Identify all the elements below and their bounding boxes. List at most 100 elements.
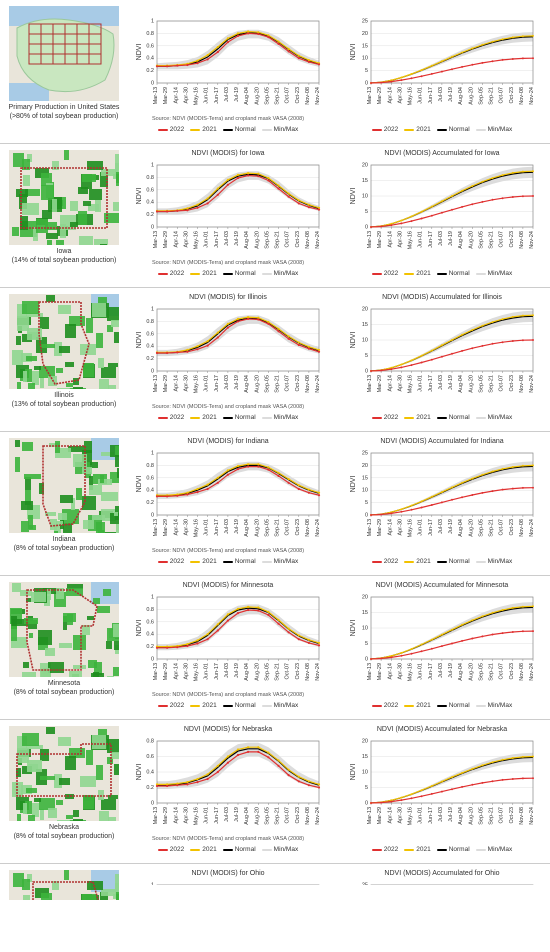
chart-legend: 2022 2021 Normal Min/Max xyxy=(372,846,512,853)
svg-text:Apr-14: Apr-14 xyxy=(387,87,393,104)
svg-text:0: 0 xyxy=(150,656,153,662)
svg-text:Apr-30: Apr-30 xyxy=(397,519,403,536)
svg-text:Mar-29: Mar-29 xyxy=(163,375,169,392)
svg-text:Oct-07: Oct-07 xyxy=(498,663,504,680)
svg-text:Aug-04: Aug-04 xyxy=(458,231,464,249)
svg-text:May-16: May-16 xyxy=(407,231,413,249)
map-column: Illinois(13% of total soybean production… xyxy=(4,294,124,410)
ndvi-chart: NDVI (MODIS) for Illinois 00.20.40.60.81… xyxy=(124,294,332,421)
ndvi-acc-chart: NDVI (MODIS) Accumulated for Illinois 05… xyxy=(338,294,546,421)
ndvi-chart-title xyxy=(227,6,229,13)
svg-text:Aug-20: Aug-20 xyxy=(254,807,260,825)
svg-text:May-16: May-16 xyxy=(193,807,199,825)
svg-text:Nov-24: Nov-24 xyxy=(529,663,535,681)
svg-text:Sep-05: Sep-05 xyxy=(478,519,484,537)
region-map xyxy=(9,150,119,245)
svg-text:Sep-05: Sep-05 xyxy=(478,231,484,249)
svg-text:0.8: 0.8 xyxy=(146,607,154,613)
svg-text:Mar-13: Mar-13 xyxy=(367,663,373,680)
svg-text:May-16: May-16 xyxy=(407,87,413,105)
region-row-iowa: Iowa(14% of total soybean production) ND… xyxy=(0,144,550,288)
chart-legend: 2022 2021 Normal Min/Max xyxy=(372,126,512,133)
svg-text:Jun-01: Jun-01 xyxy=(417,375,423,392)
svg-text:Nov-08: Nov-08 xyxy=(518,519,524,537)
svg-text:Aug-20: Aug-20 xyxy=(254,519,260,537)
svg-text:Mar-13: Mar-13 xyxy=(367,87,373,104)
svg-text:Jun-17: Jun-17 xyxy=(427,519,433,536)
svg-text:0: 0 xyxy=(150,512,153,518)
svg-text:Jul-03: Jul-03 xyxy=(437,231,443,246)
svg-text:10: 10 xyxy=(361,488,367,494)
region-map xyxy=(9,870,119,900)
ndvi-acc-chart-svg: 05101520NDVIMar-13Mar-29Apr-14Apr-30May-… xyxy=(345,591,540,691)
svg-text:0: 0 xyxy=(364,512,367,518)
svg-text:Sep-21: Sep-21 xyxy=(488,663,494,681)
svg-text:Oct-07: Oct-07 xyxy=(284,375,290,392)
svg-text:Mar-13: Mar-13 xyxy=(367,231,373,248)
svg-text:15: 15 xyxy=(361,475,367,481)
svg-text:1: 1 xyxy=(150,18,153,24)
svg-text:20: 20 xyxy=(361,162,367,168)
ndvi-chart-title: NDVI (MODIS) for Minnesota xyxy=(183,582,274,589)
svg-text:Sep-05: Sep-05 xyxy=(478,375,484,393)
svg-text:10: 10 xyxy=(361,769,367,775)
svg-text:1: 1 xyxy=(150,162,153,168)
svg-text:Mar-13: Mar-13 xyxy=(153,807,159,824)
svg-text:Aug-20: Aug-20 xyxy=(468,87,474,105)
svg-text:Apr-14: Apr-14 xyxy=(387,375,393,392)
ndvi-chart-svg: 00.20.40.60.81NDVIMar-13Mar-29Apr-14Apr-… xyxy=(131,447,326,547)
svg-text:Nov-24: Nov-24 xyxy=(315,375,321,393)
svg-text:Oct-07: Oct-07 xyxy=(498,87,504,104)
svg-text:0.4: 0.4 xyxy=(146,632,154,638)
chart-legend: 2022 2021 Normal Min/Max xyxy=(158,414,298,421)
svg-text:Mar-13: Mar-13 xyxy=(153,231,159,248)
svg-text:5: 5 xyxy=(364,353,367,359)
svg-text:Jun-01: Jun-01 xyxy=(417,87,423,104)
svg-text:20: 20 xyxy=(361,463,367,469)
svg-text:0.2: 0.2 xyxy=(146,785,154,791)
svg-text:1: 1 xyxy=(150,450,153,456)
chart-legend: 2022 2021 Normal Min/Max xyxy=(158,126,298,133)
chart-legend: 2022 2021 Normal Min/Max xyxy=(372,414,512,421)
svg-text:Jul-03: Jul-03 xyxy=(437,807,443,822)
svg-text:NDVI: NDVI xyxy=(136,764,143,781)
svg-text:Apr-14: Apr-14 xyxy=(387,663,393,680)
svg-text:0.2: 0.2 xyxy=(146,356,154,362)
svg-text:10: 10 xyxy=(361,625,367,631)
svg-text:Apr-14: Apr-14 xyxy=(173,375,179,392)
ndvi-acc-chart: 0510152025NDVIMar-13Mar-29Apr-14Apr-30Ma… xyxy=(338,6,546,133)
svg-text:15: 15 xyxy=(361,322,367,328)
svg-text:Jul-03: Jul-03 xyxy=(223,231,229,246)
svg-text:Mar-13: Mar-13 xyxy=(367,807,373,824)
svg-text:Nov-08: Nov-08 xyxy=(304,519,310,537)
chart-legend: 2022 2021 Normal Min/Max xyxy=(158,702,298,709)
svg-text:Mar-13: Mar-13 xyxy=(367,375,373,392)
svg-text:Oct-23: Oct-23 xyxy=(508,807,514,824)
svg-text:Oct-23: Oct-23 xyxy=(508,663,514,680)
svg-text:May-16: May-16 xyxy=(407,519,413,537)
svg-text:20: 20 xyxy=(361,31,367,37)
svg-text:Mar-13: Mar-13 xyxy=(153,87,159,104)
svg-text:Sep-21: Sep-21 xyxy=(274,807,280,825)
svg-text:Nov-08: Nov-08 xyxy=(518,231,524,249)
svg-text:Apr-30: Apr-30 xyxy=(397,807,403,824)
svg-text:Jul-03: Jul-03 xyxy=(437,375,443,390)
svg-text:Mar-29: Mar-29 xyxy=(377,87,383,104)
svg-text:0.8: 0.8 xyxy=(146,463,154,469)
svg-text:Oct-23: Oct-23 xyxy=(294,231,300,248)
svg-text:Sep-05: Sep-05 xyxy=(264,231,270,249)
svg-text:Jul-19: Jul-19 xyxy=(448,663,454,678)
svg-text:Aug-20: Aug-20 xyxy=(254,663,260,681)
svg-text:Jun-17: Jun-17 xyxy=(427,807,433,824)
chart-source xyxy=(441,548,443,554)
svg-text:0.8: 0.8 xyxy=(146,738,154,744)
svg-text:Nov-24: Nov-24 xyxy=(315,807,321,825)
svg-text:Apr-14: Apr-14 xyxy=(387,231,393,248)
svg-text:Oct-23: Oct-23 xyxy=(294,663,300,680)
svg-text:0.4: 0.4 xyxy=(146,769,154,775)
svg-text:Jun-01: Jun-01 xyxy=(417,807,423,824)
ndvi-chart: 00.20.40.60.81NDVIMar-13Mar-29Apr-14Apr-… xyxy=(124,6,332,133)
chart-legend: 2022 2021 Normal Min/Max xyxy=(372,270,512,277)
ndvi-chart-title: NDVI (MODIS) for Indiana xyxy=(187,438,268,445)
svg-text:Jul-19: Jul-19 xyxy=(234,231,240,246)
